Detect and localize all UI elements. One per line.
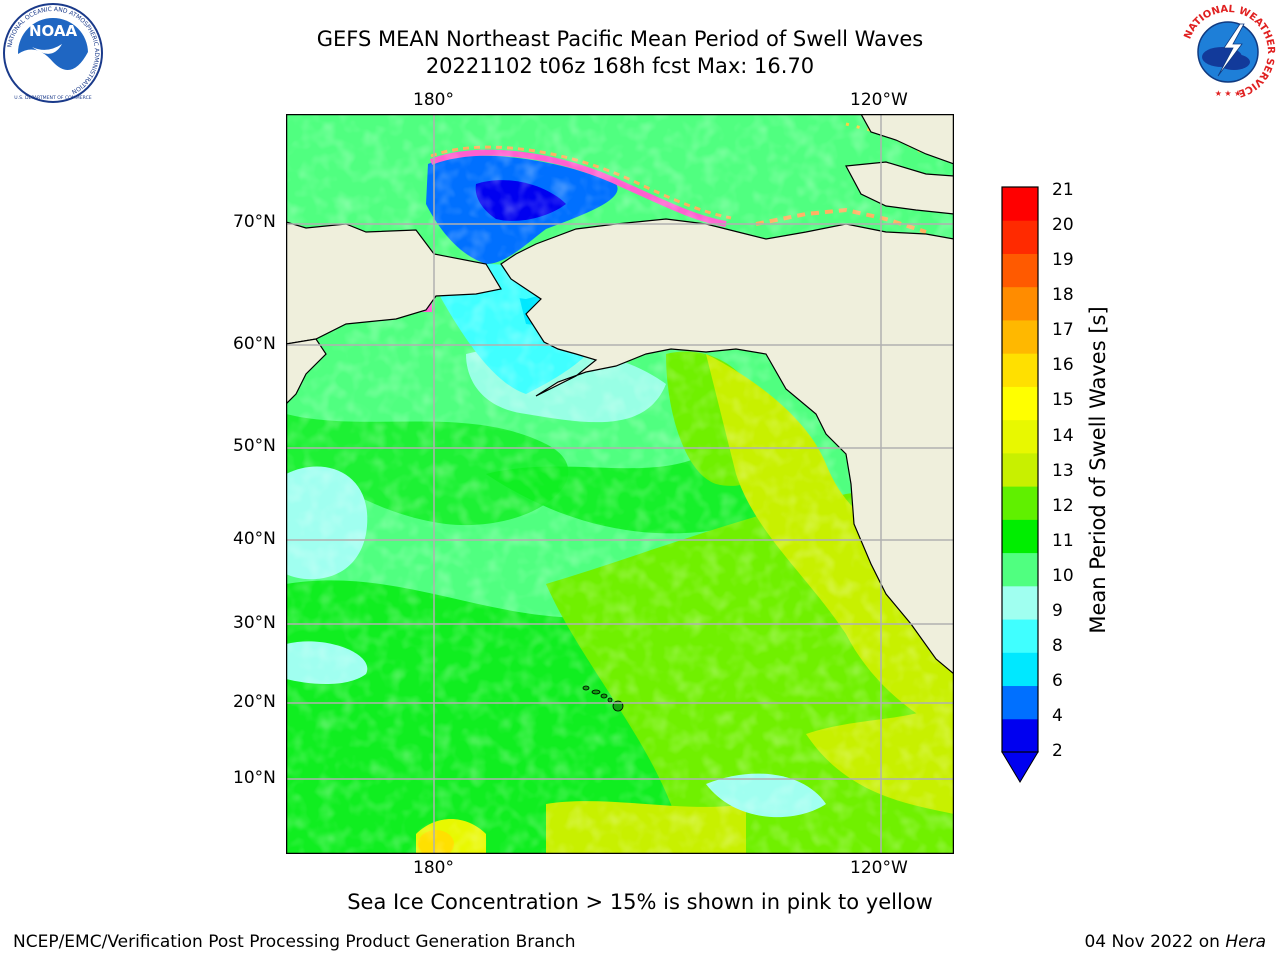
colorbar-cell (1002, 353, 1038, 387)
colorbar-tick: 6 (1052, 671, 1063, 691)
colorbar-cell (1002, 386, 1038, 421)
colorbar-cell (1002, 619, 1038, 653)
nws-logo: NATIONAL WEATHER SERVICE ★ ★ ★ (1180, 4, 1276, 100)
colorbar-cell (1002, 220, 1038, 254)
colorbar-cell (1002, 486, 1038, 520)
colorbar-cell (1002, 419, 1038, 454)
footer-date-text: 04 Nov 2022 on (1084, 932, 1226, 952)
sea-ice-caption: Sea Ice Concentration > 15% is shown in … (347, 890, 933, 914)
colorbar-extend-triangle (1001, 751, 1039, 783)
lat-label: 60°N (233, 334, 276, 354)
colorbar-tick: 2 (1052, 741, 1063, 761)
map-frame (286, 114, 954, 854)
swell-period-map (286, 114, 954, 854)
lat-label: 30°N (233, 613, 276, 633)
colorbar-tick: 10 (1052, 566, 1074, 586)
land-north-america (500, 218, 954, 675)
footer-credit: NCEP/EMC/Verification Post Processing Pr… (13, 932, 576, 952)
colorbar (1001, 186, 1039, 783)
colorbar-tick: 21 (1052, 180, 1074, 200)
colorbar-cell (1002, 718, 1038, 753)
lat-label: 50°N (233, 436, 276, 456)
colorbar-frame (1001, 186, 1039, 753)
land-kamchatka (286, 338, 327, 405)
colorbar-tick: 11 (1052, 531, 1074, 551)
noaa-wordmark: NOAA (29, 22, 78, 40)
colorbar-cell (1002, 319, 1038, 354)
colorbar-tick: 12 (1052, 496, 1074, 516)
colorbar-tick: 9 (1052, 601, 1063, 621)
land-arctic-islands (860, 114, 954, 165)
noaa-logo: NATIONAL OCEANIC AND ATMOSPHERIC ADMINIS… (3, 3, 103, 103)
colorbar-cell (1002, 585, 1038, 620)
colorbar-cell (1002, 452, 1038, 487)
colorbar-cell (1002, 286, 1038, 321)
graticule (286, 114, 954, 854)
chart-subtitle: 20221102 t06z 168h fcst Max: 16.70 (425, 54, 815, 78)
lat-label: 40°N (233, 529, 276, 549)
top-lon-label: 180° (413, 90, 454, 110)
bottom-lon-label: 180° (413, 858, 454, 878)
colorbar-tick: 20 (1052, 215, 1074, 235)
colorbar-tick: 16 (1052, 355, 1074, 375)
land-arctic-islands (845, 161, 954, 215)
footer-host: Hera (1225, 932, 1266, 952)
colorbar-tick: 13 (1052, 461, 1074, 481)
colorbar-label: Mean Period of Swell Waves [s] (1086, 306, 1110, 634)
colorbar-tick: 8 (1052, 636, 1063, 656)
colorbar-cell (1002, 552, 1038, 587)
land-siberia (286, 221, 502, 345)
svg-text:★ ★ ★: ★ ★ ★ (1215, 89, 1242, 98)
colorbar-tick: 19 (1052, 250, 1074, 270)
top-lon-label: 120°W (850, 90, 908, 110)
colorbar-cell (1002, 253, 1038, 288)
lat-label: 10°N (233, 768, 276, 788)
colorbar-tick: 18 (1052, 285, 1074, 305)
noaa-bottom-text: U.S. DEPARTMENT OF COMMERCE (14, 95, 91, 101)
colorbar-tick: 17 (1052, 320, 1074, 340)
footer-date: 04 Nov 2022 on Hera (1084, 932, 1266, 952)
chart-title: GEFS MEAN Northeast Pacific Mean Period … (316, 27, 924, 51)
colorbar-tick: 14 (1052, 426, 1074, 446)
colorbar-tick: 15 (1052, 390, 1074, 410)
bottom-lon-label: 120°W (850, 858, 908, 878)
lat-label: 70°N (233, 212, 276, 232)
lat-label: 20°N (233, 692, 276, 712)
colorbar-cell (1002, 519, 1038, 554)
colorbar-cell (1002, 187, 1038, 221)
colorbar-cell (1002, 685, 1038, 720)
colorbar-cell (1002, 652, 1038, 687)
colorbar-tick: 4 (1052, 706, 1063, 726)
